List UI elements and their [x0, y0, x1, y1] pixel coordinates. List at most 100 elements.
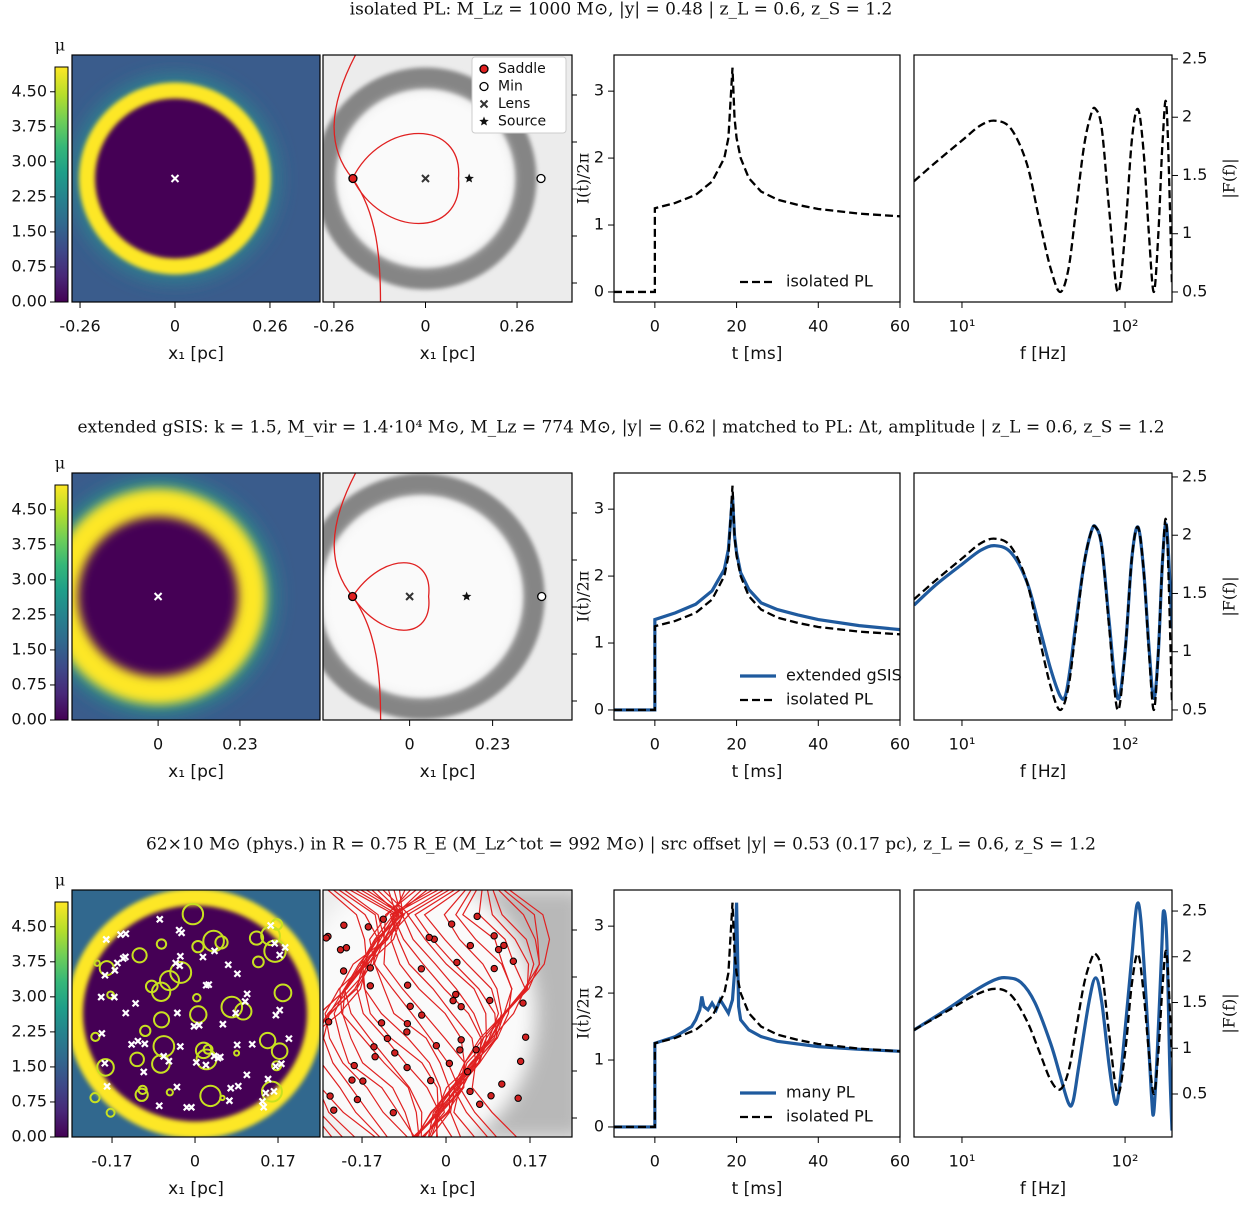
colorbar-tick-label: 0.00	[11, 710, 47, 729]
legend-marker	[479, 64, 489, 74]
lens-marker	[101, 1059, 109, 1068]
y-tick-label: 1.5	[1182, 165, 1207, 184]
contour	[362, 890, 439, 1137]
caustic	[270, 1042, 289, 1060]
colorbar-tick-label: 0.00	[11, 1127, 47, 1146]
frame	[322, 472, 573, 721]
lens-marker	[192, 1058, 201, 1067]
image-marker	[463, 1067, 472, 1076]
frame	[913, 889, 1173, 1138]
caustic	[189, 1005, 208, 1024]
y-tick-label: 0	[594, 699, 604, 718]
image-marker	[371, 1052, 379, 1061]
x-tick-label: 60	[890, 317, 910, 336]
caustic	[105, 1107, 116, 1118]
x-tick-label: 60	[890, 1152, 910, 1171]
series-line	[614, 485, 900, 712]
x-tick-label: 10¹	[949, 317, 976, 336]
y-tick-label: 1	[1182, 641, 1192, 660]
lens-marker	[187, 1103, 196, 1112]
core	[83, 905, 308, 1122]
lens-marker	[243, 990, 251, 998]
colorbar-label: μ	[55, 871, 65, 890]
x-tick-label: 0.26	[252, 317, 288, 336]
image-marker	[490, 932, 498, 940]
contour	[427, 890, 503, 1137]
y-tick-label: 1.5	[1182, 583, 1207, 602]
colorbar-tick-label: 4.50	[11, 499, 47, 518]
lens-marker	[134, 1037, 142, 1045]
image-marker	[379, 915, 388, 923]
x-tick-label: 0.23	[222, 735, 258, 754]
x-tick-label: 10²	[1112, 735, 1139, 754]
x-axis-label: x₁ [pc]	[168, 762, 224, 782]
y-tick-label: 1	[1182, 223, 1192, 242]
frame	[71, 889, 321, 1138]
lens-marker	[176, 952, 185, 961]
image-marker	[366, 964, 375, 972]
image-marker	[487, 1092, 495, 1100]
lens-marker	[119, 954, 128, 963]
contour	[449, 890, 530, 1137]
image-marker	[403, 1028, 411, 1036]
contour	[339, 890, 420, 1137]
x-tick-label: 10¹	[949, 735, 976, 754]
colorbar-tick-label: 0.75	[11, 1091, 47, 1110]
contour	[323, 890, 380, 1137]
y-tick-label: 2.5	[1182, 48, 1207, 67]
caustic	[155, 938, 168, 950]
image-marker	[466, 941, 475, 950]
lens-marker	[226, 1084, 235, 1092]
contour	[323, 890, 404, 1137]
image-marker	[403, 1063, 411, 1072]
contour	[390, 890, 465, 1137]
contour	[415, 890, 500, 1137]
lens-marker	[270, 1087, 278, 1096]
caustic	[271, 1060, 283, 1072]
legend-label: many PL	[786, 1083, 855, 1102]
x-tick-label: 0	[650, 735, 660, 754]
lens-marker	[173, 1083, 181, 1091]
series-line	[614, 495, 900, 712]
image-marker	[366, 982, 375, 990]
x-tick-label: 0	[650, 1152, 660, 1171]
image-marker	[330, 1106, 338, 1114]
lens-marker	[248, 1040, 256, 1049]
lens-marker	[121, 1009, 130, 1017]
image-marker	[425, 933, 433, 942]
legend-label: isolated PL	[786, 690, 873, 709]
caustic	[139, 1024, 152, 1038]
y-tick-label: 2	[1182, 107, 1192, 126]
y-axis-label: |F(f)|	[1220, 993, 1239, 1033]
frame	[913, 472, 1173, 721]
colorbar-tick-label: 0.75	[11, 674, 47, 693]
x-axis-label: x₁ [pc]	[168, 1179, 224, 1199]
lens-marker	[195, 1021, 203, 1029]
caustic	[191, 939, 205, 954]
image-marker	[326, 1092, 334, 1100]
image-marker	[339, 967, 348, 975]
marker	[153, 592, 163, 601]
series-line	[614, 902, 900, 1129]
image-marker	[498, 1080, 506, 1088]
lens-marker	[190, 1022, 198, 1031]
legend: extended gSIS isolated PL	[740, 666, 902, 709]
caustic	[192, 993, 202, 1003]
lens-marker	[204, 980, 213, 989]
frame	[613, 472, 901, 721]
image-marker	[417, 965, 426, 973]
image-marker	[516, 1057, 525, 1066]
image-marker	[383, 1034, 392, 1043]
image-marker	[342, 944, 351, 952]
caustic	[96, 1058, 115, 1077]
caustic	[252, 955, 265, 969]
x-tick-label: 0.23	[475, 735, 511, 754]
y-tick-label: 1	[1182, 1038, 1192, 1057]
map	[72, 473, 320, 720]
inner	[323, 497, 521, 696]
y-tick-label: 2	[1182, 946, 1192, 965]
y-tick-label: 1	[594, 1050, 604, 1069]
lens-marker	[139, 1068, 148, 1076]
x-tick-label: 40	[808, 735, 828, 754]
lens-marker	[281, 943, 289, 952]
